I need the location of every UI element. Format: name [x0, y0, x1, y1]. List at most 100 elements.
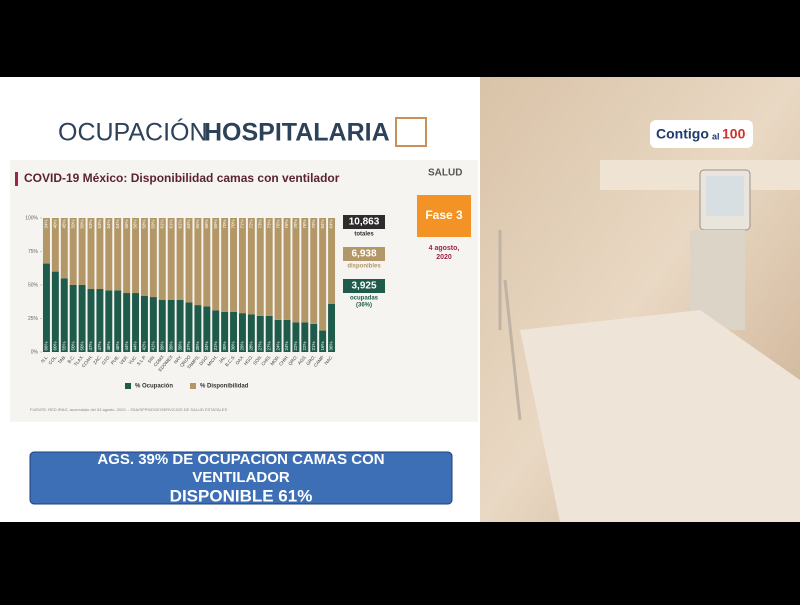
value-label: 29%: [240, 341, 245, 350]
bar-segment: [167, 299, 175, 352]
badge-text: Contigo: [656, 126, 709, 142]
bar-segment: [238, 313, 246, 352]
bar-segment: [256, 315, 264, 352]
bar-segment: [185, 302, 193, 352]
value-label: 56%: [133, 219, 138, 228]
y-tick-label: 0%: [31, 349, 39, 355]
value-label: 30%: [222, 341, 227, 350]
bar-segment: [230, 311, 238, 352]
bar-segment: [292, 322, 300, 352]
banner-text: AGS. 39% DE OCUPACION CAMAS CON: [97, 451, 384, 468]
bar-segment: [301, 218, 309, 323]
value-label: 46%: [106, 341, 111, 350]
value-label: 16%: [320, 341, 325, 350]
bar-segment: [221, 218, 229, 312]
bar-segment: [176, 218, 184, 300]
banner: [29, 451, 453, 505]
legend-label: % Disponibilidad: [200, 384, 249, 390]
x-tick-label: N.L.: [40, 354, 49, 364]
value-label: 41%: [151, 341, 156, 350]
legend-label: % Ocupación: [135, 384, 173, 390]
bar-segment: [230, 218, 238, 312]
value-label: 34%: [44, 219, 49, 228]
value-label: 40%: [53, 219, 58, 228]
value-label: 60%: [53, 341, 58, 350]
value-label: 46%: [115, 341, 120, 350]
x-tick-label: DGO.: [198, 354, 209, 366]
x-tick-label: QRO.: [287, 354, 298, 366]
stat-value: 6,938: [351, 249, 376, 260]
stat-label: totales: [354, 232, 374, 238]
bar-segment: [247, 218, 255, 315]
chart-title: COVID-19 México: Disponibilidad camas co…: [24, 171, 340, 185]
bar-segment: [123, 293, 131, 352]
x-tick-label: SON.: [252, 354, 263, 366]
value-label: 24%: [284, 341, 289, 350]
x-tick-label: PUE.: [110, 354, 121, 365]
value-label: 79%: [311, 219, 316, 228]
y-tick-label: 25%: [28, 316, 39, 322]
bar-segment: [194, 305, 202, 352]
hospital-icon: [395, 117, 427, 147]
bed-rail: [498, 230, 522, 421]
value-label: 73%: [266, 219, 271, 228]
bar-segment: [247, 314, 255, 352]
bar-segment: [328, 218, 336, 304]
value-label: 30%: [231, 341, 236, 350]
value-label: 56%: [124, 219, 129, 228]
bar-segment: [149, 297, 157, 352]
bar-segment: [60, 278, 68, 352]
bar-segment: [140, 295, 148, 352]
value-label: 61%: [168, 219, 173, 228]
x-tick-label: B.C.: [66, 354, 75, 364]
value-label: 22%: [302, 341, 307, 350]
bed: [520, 310, 800, 522]
bar-segment: [105, 290, 113, 352]
bar-segment: [96, 289, 104, 352]
value-label: 27%: [257, 341, 262, 350]
value-label: 71%: [240, 219, 245, 228]
bar-segment: [87, 289, 95, 352]
value-label: 22%: [293, 341, 298, 350]
value-label: 59%: [151, 219, 156, 228]
bar-segment: [310, 323, 318, 352]
bar-segment: [176, 299, 184, 352]
value-label: 47%: [88, 341, 93, 350]
bar-segment: [132, 218, 140, 294]
bar-segment: [96, 218, 104, 290]
value-label: 50%: [70, 341, 75, 350]
stat-label: ocupadas: [350, 296, 379, 302]
bar-segment: [114, 218, 122, 291]
stat-note: (36%): [356, 303, 372, 309]
bar-segment: [319, 330, 327, 352]
bar-segment: [283, 319, 291, 352]
bar-segment: [60, 218, 68, 279]
x-tick-label: NAY.: [173, 354, 183, 365]
value-label: 65%: [195, 219, 200, 228]
bar-segment: [69, 218, 77, 285]
bar-segment: [194, 218, 202, 306]
x-tick-label: S.L.P.: [136, 354, 147, 366]
monitor-screen: [706, 176, 744, 216]
y-tick-label: 100%: [25, 215, 38, 221]
x-tick-label: YUC.: [127, 354, 138, 365]
value-label: 53%: [88, 219, 93, 228]
value-label: 50%: [79, 341, 84, 350]
bar-segment: [140, 218, 148, 296]
bar-segment: [51, 271, 59, 352]
footnote: FUENTE: RED IRAG, acumulado del 03 agost…: [30, 407, 227, 412]
x-tick-label: NAC.: [323, 354, 334, 365]
bar-segment: [301, 322, 309, 352]
value-label: 35%: [195, 341, 200, 350]
bar-segment: [132, 293, 140, 352]
title-accent: [15, 172, 18, 186]
value-label: 73%: [257, 219, 262, 228]
x-tick-label: AGS.: [297, 354, 308, 365]
bar-segment: [158, 299, 166, 352]
stat-value: 3,925: [351, 281, 376, 292]
bar-segment: [203, 218, 211, 307]
value-label: 61%: [159, 219, 164, 228]
x-tick-label: MOR.: [269, 354, 280, 366]
